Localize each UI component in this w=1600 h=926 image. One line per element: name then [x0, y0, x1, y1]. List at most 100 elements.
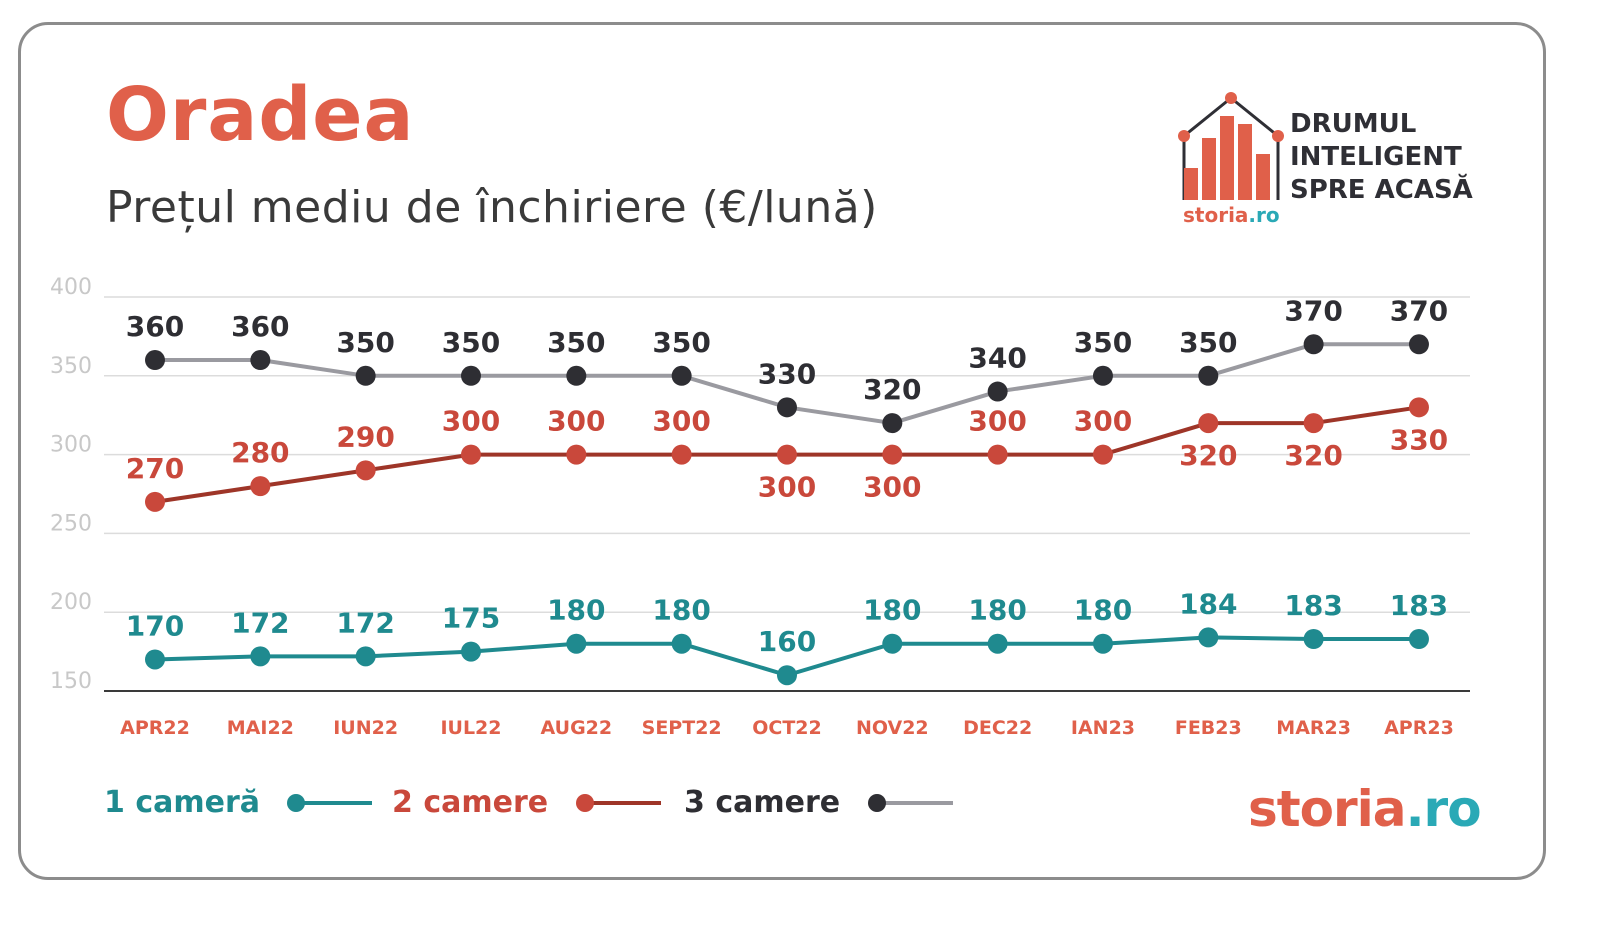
data-label: 300 [547, 405, 605, 438]
logo-name: storia [1248, 780, 1407, 838]
data-label: 300 [968, 405, 1026, 438]
data-label: 180 [652, 594, 710, 627]
data-point [1303, 413, 1324, 434]
x-tick-label: IUL22 [440, 717, 501, 739]
data-point [1198, 413, 1219, 434]
data-point [1092, 444, 1113, 465]
x-tick-label: APR23 [1384, 717, 1454, 739]
data-point [1303, 628, 1324, 649]
data-point [1408, 397, 1429, 418]
logo-tld: .ro [1405, 780, 1482, 838]
legend-item-2-camere: 2 camere [392, 784, 663, 820]
y-tick-label: 350 [50, 354, 92, 379]
data-point [987, 633, 1008, 654]
legend-label: 3 camere [684, 785, 841, 820]
data-label: 180 [968, 594, 1026, 627]
data-label: 183 [1390, 589, 1448, 622]
brand-tagline-line: INTELIGENT [1290, 142, 1462, 172]
data-point [145, 491, 165, 512]
data-label: 172 [336, 606, 394, 639]
data-label: 360 [126, 310, 184, 343]
data-point [1408, 628, 1429, 649]
data-point [145, 350, 165, 371]
data-label: 280 [231, 436, 289, 469]
data-point [1198, 365, 1219, 386]
data-label: 300 [1074, 405, 1132, 438]
brand-tagline: DRUMUL INTELIGENT SPRE ACASĂ [1290, 108, 1473, 207]
data-label: 360 [231, 310, 289, 343]
data-label: 270 [126, 452, 184, 485]
data-point [355, 365, 376, 386]
data-point [355, 460, 376, 481]
small-logo-name: storia [1183, 203, 1249, 227]
data-label: 350 [336, 326, 394, 359]
storia-logo: storia.ro [1248, 780, 1482, 838]
data-label: 320 [863, 373, 921, 406]
chart-title: Oradea [106, 72, 415, 158]
data-point [987, 381, 1008, 402]
legend-label: 2 camere [392, 785, 549, 820]
data-point [1408, 334, 1429, 355]
data-point [882, 413, 903, 434]
x-tick-label: NOV22 [856, 717, 929, 739]
data-point [882, 633, 903, 654]
x-tick-label: SEPT22 [642, 717, 722, 739]
data-point [1092, 633, 1113, 654]
data-label: 340 [968, 342, 1026, 375]
data-label: 184 [1179, 587, 1237, 620]
data-point [671, 444, 692, 465]
data-label: 170 [126, 609, 184, 642]
y-tick-label: 400 [50, 275, 92, 300]
data-point [250, 646, 271, 667]
data-label: 300 [863, 471, 921, 504]
data-point [566, 365, 587, 386]
data-point [776, 397, 797, 418]
data-point [566, 444, 587, 465]
small-storia-logo: storia.ro [1183, 203, 1280, 227]
data-label: 172 [231, 606, 289, 639]
legend-label: 1 cameră [104, 785, 260, 820]
data-label: 300 [758, 471, 816, 504]
data-point [460, 641, 481, 662]
data-label: 350 [547, 326, 605, 359]
data-label: 290 [336, 420, 394, 453]
data-label: 175 [442, 602, 500, 635]
chart-subtitle: Prețul mediu de închiriere (€/lună) [106, 182, 878, 233]
y-tick-label: 150 [50, 669, 92, 694]
y-tick-label: 250 [50, 511, 92, 536]
data-point [776, 444, 797, 465]
data-label: 300 [652, 405, 710, 438]
legend-swatch-3-camere [867, 793, 953, 812]
x-tick-label: MAI22 [227, 717, 294, 739]
data-label: 350 [1179, 326, 1237, 359]
data-point [460, 365, 481, 386]
house-bar-logo-icon [1178, 92, 1284, 200]
data-point [1092, 365, 1113, 386]
data-label: 330 [758, 357, 816, 390]
x-tick-label: MAR23 [1276, 717, 1351, 739]
data-label: 370 [1390, 294, 1448, 327]
x-tick-label: FEB23 [1175, 717, 1242, 739]
x-tick-label: IAN23 [1071, 717, 1135, 739]
data-point [1303, 334, 1324, 355]
legend-item-3-camere: 3 camere [684, 784, 955, 820]
x-tick-label: APR22 [120, 717, 190, 739]
legend-item-1-camera: 1 cameră [104, 784, 374, 820]
small-logo-tld: .ro [1248, 203, 1280, 227]
data-point [882, 444, 903, 465]
x-tick-label: AUG22 [541, 717, 613, 739]
y-tick-label: 200 [50, 590, 92, 615]
data-label: 350 [442, 326, 500, 359]
data-label: 180 [863, 594, 921, 627]
data-label: 370 [1284, 294, 1342, 327]
data-label: 350 [1074, 326, 1132, 359]
x-tick-label: DEC22 [963, 717, 1032, 739]
data-label: 320 [1179, 439, 1237, 472]
data-point [566, 633, 587, 654]
data-point [987, 444, 1008, 465]
data-point [460, 444, 481, 465]
data-point [671, 633, 692, 654]
y-tick-label: 300 [50, 433, 92, 458]
data-point [145, 649, 165, 670]
